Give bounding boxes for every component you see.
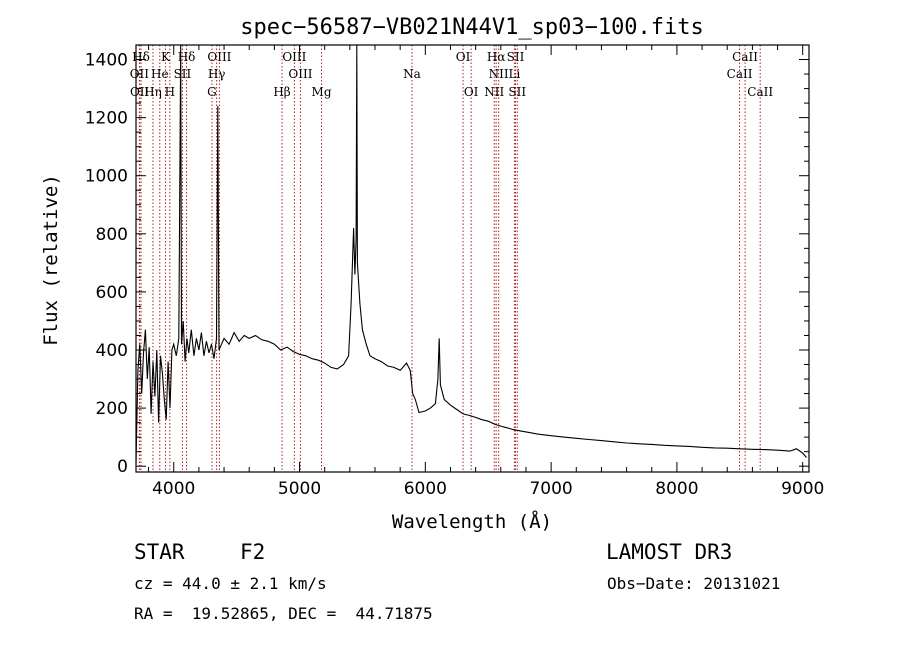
marker-label: Hβ bbox=[273, 85, 290, 99]
x-tick-label: 9000 bbox=[781, 479, 824, 499]
marker-label: Hδ bbox=[178, 50, 196, 64]
coordinates-readout: RA = 19.52865, DEC = 44.71875 bbox=[134, 604, 433, 623]
x-axis-ticks: 4000 5000 6000 7000 8000 9000 bbox=[148, 45, 824, 499]
marker-label: Hδ bbox=[132, 50, 150, 64]
y-tick-label: 1200 bbox=[85, 109, 128, 129]
marker-label: NII bbox=[484, 85, 504, 99]
marker-label: G bbox=[207, 85, 217, 99]
spectrum-line bbox=[135, 44, 807, 464]
chart-title: spec−56587−VB021N44V1_sp03−100.fits bbox=[240, 15, 704, 40]
marker-label: CaII bbox=[747, 85, 773, 99]
plot-frame bbox=[135, 44, 810, 473]
marker-label: Hα bbox=[487, 50, 506, 64]
marker-label: H bbox=[165, 85, 175, 99]
x-tick-label: 8000 bbox=[655, 479, 698, 499]
y-tick-label: 1000 bbox=[85, 167, 128, 187]
marker-label: OIII bbox=[207, 50, 231, 64]
y-tick-label: 200 bbox=[96, 399, 128, 419]
survey-name: LAMOST DR3 bbox=[606, 540, 733, 564]
marker-label: SII bbox=[507, 50, 525, 64]
marker-label: Li bbox=[508, 67, 520, 81]
marker-label: CaII bbox=[727, 67, 753, 81]
marker-label: OIII bbox=[282, 50, 306, 64]
object-class: STAR bbox=[134, 540, 185, 564]
marker-label: OIII bbox=[288, 67, 312, 81]
marker-label: K bbox=[161, 50, 171, 64]
marker-label: Hη bbox=[144, 85, 162, 99]
marker-label: He bbox=[151, 67, 169, 81]
y-tick-label: 0 bbox=[117, 457, 128, 477]
y-tick-label: 600 bbox=[96, 283, 128, 303]
marker-label: CaII bbox=[732, 50, 758, 64]
y-axis-ticks: 0 200 400 600 800 1000 1200 1400 bbox=[85, 51, 809, 477]
marker-label: SII bbox=[508, 85, 526, 99]
marker-label: Hγ bbox=[208, 67, 226, 81]
emission-line-markers bbox=[138, 45, 761, 472]
x-tick-label: 7000 bbox=[529, 479, 572, 499]
redshift-readout: cz = 44.0 ± 2.1 km/s bbox=[134, 574, 327, 593]
x-tick-label: 5000 bbox=[278, 479, 321, 499]
y-tick-label: 1400 bbox=[85, 51, 128, 71]
subclass: F2 bbox=[240, 540, 266, 564]
marker-label: OI bbox=[456, 50, 471, 64]
y-tick-label: 800 bbox=[96, 225, 128, 245]
marker-label: OII bbox=[130, 85, 150, 99]
marker-label: NII bbox=[489, 67, 509, 81]
y-tick-label: 400 bbox=[96, 341, 128, 361]
x-tick-label: 4000 bbox=[152, 479, 195, 499]
marker-label: SII bbox=[174, 67, 192, 81]
y-axis-label: Flux (relative) bbox=[40, 174, 62, 346]
x-axis-label: Wavelength (Å) bbox=[392, 510, 552, 533]
observation-date: Obs−Date: 20131021 bbox=[607, 574, 781, 593]
marker-label: OI bbox=[464, 85, 479, 99]
marker-label: Mg bbox=[312, 85, 332, 99]
marker-label: Na bbox=[403, 67, 421, 81]
x-tick-label: 6000 bbox=[404, 479, 447, 499]
